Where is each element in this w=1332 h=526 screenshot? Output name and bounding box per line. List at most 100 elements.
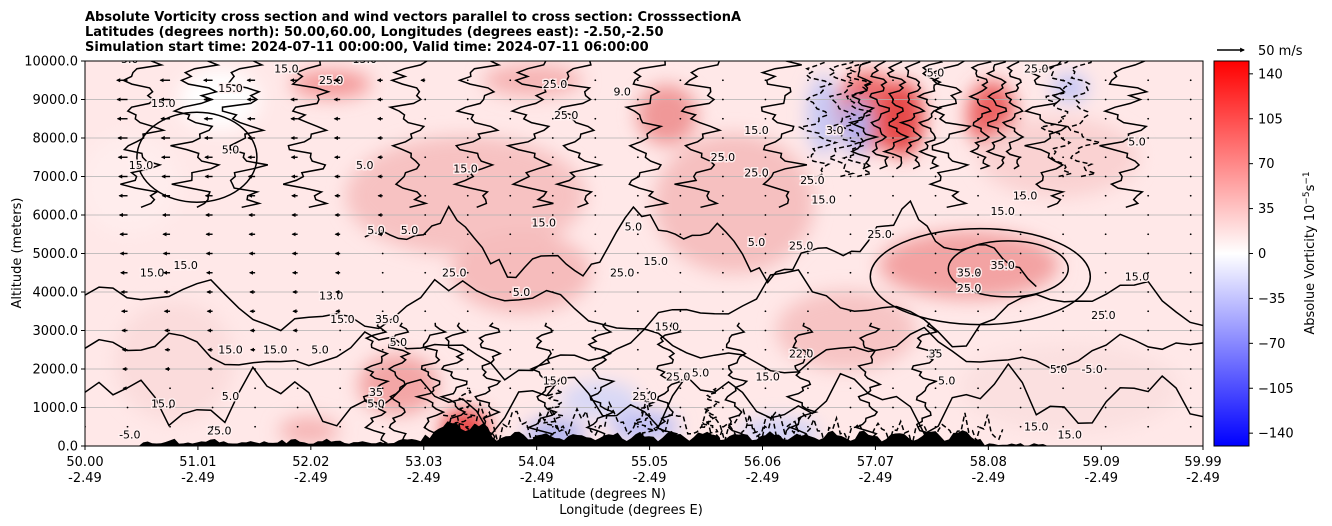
contour-label: 5.0	[692, 367, 710, 380]
wind-vector	[721, 271, 724, 274]
wind-vector	[721, 291, 724, 293]
wind-vector	[1019, 98, 1022, 101]
y-tick-label: 2000.0	[33, 363, 79, 378]
wind-vector	[764, 117, 767, 120]
wind-vector	[339, 425, 342, 428]
wind-vector	[1104, 156, 1107, 159]
wind-vector	[977, 233, 979, 236]
wind-vector	[1104, 194, 1107, 197]
wind-vector	[807, 252, 809, 255]
colorbar-label-unit: s	[1303, 184, 1318, 191]
contour-label: 25.0	[442, 267, 467, 280]
wind-vector	[1104, 329, 1107, 332]
contour-label: 5.0	[222, 390, 240, 403]
wind-vector	[679, 425, 682, 428]
wind-vector	[1019, 368, 1022, 370]
contour-labels: 5.0 15.0 15.0 25.0 15.0 15.0 5.0 15.0 5.0 15.0 5.0…	[118, 61, 1151, 443]
wind-vector	[849, 406, 852, 409]
wind-vector	[509, 194, 512, 197]
wind-vector	[636, 175, 639, 178]
contour-label: 5.0	[1050, 363, 1068, 376]
wind-vector	[977, 79, 979, 82]
colorbar-label-base: Absolue Vorticity 10	[1303, 205, 1318, 335]
wind-vector	[551, 117, 554, 120]
wind-vector	[296, 348, 299, 351]
wind-vector	[169, 425, 171, 428]
wind-vector	[1104, 98, 1107, 101]
wind-vector	[126, 425, 129, 428]
y-tick-label: 4000.0	[33, 286, 79, 301]
contour-label: 25.0	[744, 167, 769, 180]
x-axis-label-1: Latitude (degrees N)	[532, 487, 666, 502]
wind-vector	[934, 233, 937, 236]
wind-vector	[594, 387, 597, 390]
contour-label: 35.0	[990, 259, 1015, 272]
wind-vector	[807, 79, 809, 82]
wind-vector	[679, 79, 682, 82]
wind-vector	[1189, 271, 1192, 274]
x-tick-label-lat: 57.07	[857, 455, 894, 470]
wind-vector	[934, 387, 937, 390]
x-tick-label-lon: -2.49	[859, 471, 893, 486]
contour-label: 25.0	[666, 371, 691, 384]
wind-vector	[764, 214, 767, 216]
wind-vector	[594, 233, 597, 236]
wind-vector	[1104, 310, 1107, 313]
wind-vector	[1147, 194, 1150, 197]
wind-vector	[636, 425, 639, 428]
contour-label: 25.0	[632, 390, 657, 403]
wind-vector	[169, 387, 171, 390]
wind-vector	[211, 425, 214, 428]
wind-vector	[849, 271, 852, 274]
wind-vector	[509, 348, 512, 351]
wind-vector	[764, 291, 767, 293]
wind-vector	[339, 387, 342, 390]
wind-vector	[636, 348, 639, 351]
x-tick-label-lat: 54.04	[518, 455, 555, 470]
wind-vector	[424, 156, 427, 159]
wind-vector	[381, 348, 384, 351]
wind-vector	[381, 387, 384, 390]
contour-label: 25.0	[867, 228, 892, 241]
contour-label: 5.0	[222, 143, 240, 156]
wind-vector	[1062, 348, 1065, 351]
wind-vector	[296, 425, 299, 428]
colorbar-tick-label: −70	[1258, 337, 1285, 352]
chart-title: Absolute Vorticity cross section and win…	[85, 10, 741, 55]
wind-vector	[807, 271, 809, 274]
contour-label: 15.0	[173, 259, 198, 272]
wind-vector	[807, 98, 809, 101]
wind-vector	[381, 368, 384, 370]
wind-vector	[764, 368, 767, 370]
wind-vector	[977, 137, 979, 139]
colorbar-label-unit-exp: −1	[1302, 171, 1312, 184]
x-tick-label-lat: 52.02	[292, 455, 329, 470]
wind-vector	[1189, 291, 1192, 293]
title-line-2: Latitudes (degrees north): 50.00,60.00, …	[85, 25, 664, 40]
wind-vector	[594, 271, 597, 274]
wind-vector	[211, 387, 214, 390]
wind-vector	[1019, 310, 1022, 313]
wind-vector	[509, 368, 512, 370]
x-tick-label-lon: -2.49	[520, 471, 554, 486]
contour-label: 25.0	[1091, 309, 1116, 322]
wind-vector	[594, 175, 597, 178]
title-line-1: Absolute Vorticity cross section and win…	[85, 10, 741, 25]
y-tick-label: 0.0	[57, 440, 78, 455]
wind-vector	[849, 310, 852, 313]
colorbar-tick-label: 105	[1258, 112, 1283, 127]
wind-vector	[509, 406, 512, 409]
wind-vector	[551, 329, 554, 332]
contour-label: 25.0	[789, 240, 814, 253]
x-tick-label-lon: -2.49	[633, 471, 667, 486]
wind-vector	[1019, 329, 1022, 332]
wind-vector	[764, 79, 767, 82]
contour-label: 25.0	[554, 109, 579, 122]
wind-vector	[721, 252, 724, 255]
wind-vector	[1189, 79, 1192, 82]
wind-vector	[679, 348, 682, 351]
wind-vector	[1147, 175, 1150, 178]
wind-vector	[1062, 79, 1065, 82]
wind-vector	[849, 98, 852, 101]
wind-vector	[381, 329, 384, 332]
